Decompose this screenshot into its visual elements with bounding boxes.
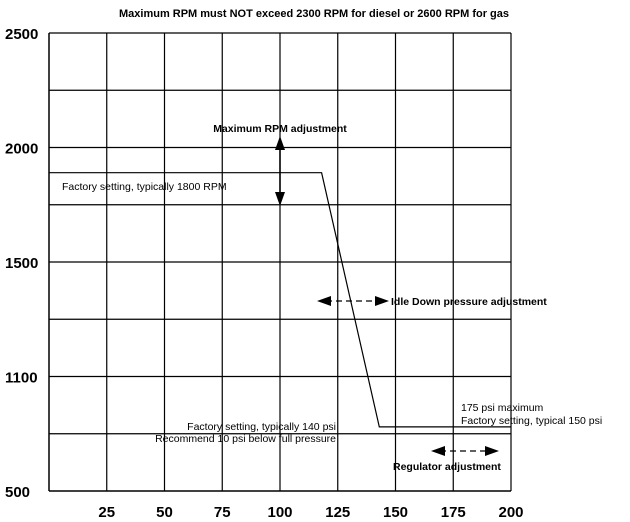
x-tick-label: 125	[325, 504, 350, 521]
recommend-label: Recommend 10 psi below full pressure	[155, 433, 336, 445]
x-tick-label: 150	[383, 504, 408, 521]
psi-maximum-label: 175 psi maximum	[461, 402, 544, 414]
y-tick-label: 1100	[5, 370, 38, 387]
factory-setting-140-label: Factory setting, typically 140 psi	[187, 421, 336, 433]
y-axis-tick-labels: 500 1100 1500 2000 2500	[5, 26, 38, 501]
x-tick-label: 200	[498, 504, 523, 521]
idle-down-label: Idle Down pressure adjustment	[391, 296, 547, 308]
x-tick-label: 50	[156, 504, 173, 521]
x-axis-tick-labels: 25 50 75 100 125 150 175 200	[98, 504, 523, 521]
y-tick-label: 2000	[5, 141, 38, 158]
idle-down-double-arrow	[317, 296, 389, 306]
factory-setting-150-label: Factory setting, typical 150 psi	[461, 415, 602, 427]
max-rpm-double-arrow	[275, 136, 285, 206]
chart-title: Maximum RPM must NOT exceed 2300 RPM for…	[119, 8, 509, 20]
x-tick-label: 25	[98, 504, 115, 521]
y-tick-label: 2500	[5, 26, 38, 43]
regulator-adjustment-label: Regulator adjustment	[393, 461, 501, 473]
factory-setting-rpm-label: Factory setting, typically 1800 RPM	[62, 181, 227, 193]
x-tick-label: 175	[441, 504, 466, 521]
y-tick-label: 1500	[5, 255, 38, 272]
series-line	[49, 172, 511, 428]
max-rpm-adjustment-label: Maximum RPM adjustment	[213, 123, 347, 135]
x-tick-label: 75	[214, 504, 231, 521]
regulator-double-arrow	[431, 446, 499, 456]
x-tick-label: 100	[267, 504, 292, 521]
y-tick-label: 500	[5, 484, 30, 501]
annotations: Maximum RPM adjustment Factory setting, …	[62, 123, 602, 473]
